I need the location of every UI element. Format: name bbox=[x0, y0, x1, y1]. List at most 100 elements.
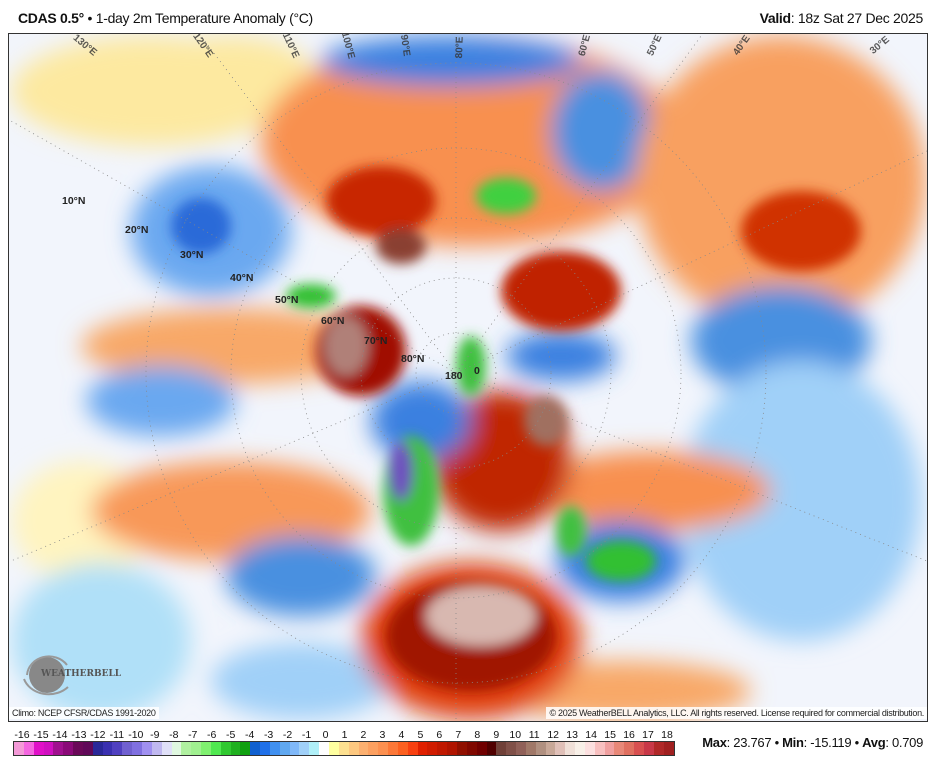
colorbar-swatch bbox=[102, 742, 113, 755]
colorbar-tick-label: -13 bbox=[71, 729, 87, 741]
colorbar-swatch bbox=[92, 742, 103, 755]
lat-label-20n: 20°N bbox=[125, 224, 149, 236]
colorbar-swatch bbox=[53, 742, 64, 755]
separator: • bbox=[83, 10, 96, 26]
max-value: : 23.767 bbox=[726, 735, 772, 750]
separator: • bbox=[851, 735, 863, 750]
map-title: CDAS 0.5° • 1-day 2m Temperature Anomaly… bbox=[18, 10, 313, 26]
colorbar-swatch bbox=[63, 742, 74, 755]
colorbar-swatch bbox=[584, 742, 595, 755]
colorbar-swatch bbox=[624, 742, 635, 755]
colorbar-swatch bbox=[644, 742, 654, 755]
lat-label-60n: 60°N bbox=[321, 315, 345, 327]
field-stats: Max: 23.767 • Min: -15.119 • Avg: 0.709 bbox=[702, 735, 923, 750]
colorbar-swatch bbox=[329, 742, 339, 755]
avg-label: Avg bbox=[862, 735, 886, 750]
colorbar-swatch bbox=[555, 742, 566, 755]
colorbar-swatch bbox=[309, 742, 320, 755]
colorbar-swatch bbox=[496, 742, 507, 755]
model-name: CDAS 0.5 bbox=[18, 10, 79, 26]
colorbar-tick-label: -9 bbox=[150, 729, 160, 741]
lat-label-10n: 10°N bbox=[62, 195, 86, 207]
lat-label-80n: 80°N bbox=[401, 353, 425, 365]
avg-value: : 0.709 bbox=[885, 735, 923, 750]
colorbar-swatch bbox=[447, 742, 457, 755]
colorbar-swatch bbox=[565, 742, 576, 755]
max-label: Max bbox=[702, 735, 727, 750]
colorbar-swatch bbox=[191, 742, 202, 755]
colorbar-swatch bbox=[378, 742, 389, 755]
colorbar-swatch bbox=[299, 742, 310, 755]
colorbar-swatch bbox=[82, 742, 93, 755]
colorbar-swatch bbox=[486, 742, 497, 755]
colorbar-swatch bbox=[122, 742, 133, 755]
colorbar-swatch bbox=[388, 742, 398, 755]
colorbar-tick-label: -15 bbox=[33, 729, 49, 741]
colorbar-swatch bbox=[260, 742, 270, 755]
colorbar-tick-label: 4 bbox=[398, 729, 405, 741]
colorbar-swatch bbox=[575, 742, 585, 755]
colorbar-tick-label: -8 bbox=[169, 729, 179, 741]
colorbar-swatch bbox=[634, 742, 644, 755]
colorbar-tick-label: 9 bbox=[493, 729, 500, 741]
separator: • bbox=[771, 735, 783, 750]
lon-label: 80°E bbox=[454, 36, 466, 59]
colorbar-swatch bbox=[141, 742, 152, 755]
colorbar-swatch bbox=[338, 742, 349, 755]
colorbar-tick-label: 7 bbox=[455, 729, 462, 741]
colorbar-tick-labels: -16 -15 -14 -13 -12 -11 -10 -9 -8 -7 -6 -5 -4 -3 -2 -1 0… bbox=[14, 729, 672, 741]
colorbar-tick-label: 6 bbox=[436, 729, 443, 741]
valid-value: : 18z Sat 27 Dec 2025 bbox=[790, 10, 924, 26]
colorbar-swatch bbox=[319, 742, 329, 755]
colorbar-swatch bbox=[201, 742, 211, 755]
colorbar-tick-label: 17 bbox=[642, 729, 654, 741]
colorbar-tick-label: 8 bbox=[474, 729, 481, 741]
colorbar-tick-label: 16 bbox=[623, 729, 635, 741]
anomaly-map: 10°N 20°N 30°N 40°N 50°N 60°N 70°N 80°N … bbox=[8, 33, 928, 722]
colorbar-tick-label: -3 bbox=[263, 729, 274, 741]
colorbar-swatch bbox=[506, 742, 517, 755]
colorbar-swatch bbox=[525, 742, 536, 755]
colorbar-swatch bbox=[230, 742, 241, 755]
colorbar-tick-label: -12 bbox=[90, 729, 106, 741]
min-value: : -15.119 bbox=[803, 735, 852, 750]
colorbar-tick-label: -7 bbox=[188, 729, 198, 741]
colorbar-tick-label: 3 bbox=[379, 729, 386, 741]
colorbar-swatch bbox=[112, 742, 123, 755]
meridian-label-0: 0 bbox=[474, 365, 480, 377]
colorbar-swatch bbox=[594, 742, 605, 755]
colorbar-swatch bbox=[604, 742, 615, 755]
colorbar-swatch bbox=[289, 742, 300, 755]
graticule bbox=[10, 35, 927, 721]
valid-label: Valid bbox=[759, 10, 791, 26]
colorbar-swatch bbox=[407, 742, 418, 755]
colorbar-swatch bbox=[171, 742, 182, 755]
colorbar-tick-label: -11 bbox=[109, 729, 125, 741]
colorbar-swatch bbox=[181, 742, 192, 755]
colorbar-tick-label: -1 bbox=[301, 729, 312, 741]
min-label: Min bbox=[782, 735, 804, 750]
degree-symbol: ° bbox=[78, 10, 85, 26]
colorbar-swatch bbox=[535, 742, 546, 755]
lat-label-40n: 40°N bbox=[230, 272, 254, 284]
colorbar-tick-label: 14 bbox=[585, 729, 597, 741]
colorbar-tick-label: 12 bbox=[547, 729, 560, 741]
colorbar-tick-label: 18 bbox=[661, 729, 673, 741]
colorbar-swatch bbox=[653, 742, 664, 755]
colorbar bbox=[13, 741, 675, 756]
colorbar-tick-label: 11 bbox=[528, 729, 540, 741]
colorbar-swatch bbox=[220, 742, 231, 755]
colorbar-swatch bbox=[73, 742, 83, 755]
swirl-icon bbox=[23, 655, 69, 696]
valid-time: Valid: 18z Sat 27 Dec 2025 bbox=[759, 10, 924, 26]
climo-note: Climo: NCEP CFSR/CDAS 1991-2020 bbox=[9, 707, 159, 719]
colorbar-swatch bbox=[348, 742, 359, 755]
colorbar-swatch bbox=[545, 742, 556, 755]
colorbar-tick-label: 13 bbox=[566, 729, 578, 741]
colorbar-swatch bbox=[437, 742, 448, 755]
colorbar-tick-label: 10 bbox=[509, 729, 522, 741]
anomaly-field bbox=[10, 35, 927, 721]
colorbar-swatch bbox=[417, 742, 428, 755]
colorbar-swatch bbox=[358, 742, 369, 755]
colorbar-swatch bbox=[368, 742, 379, 755]
